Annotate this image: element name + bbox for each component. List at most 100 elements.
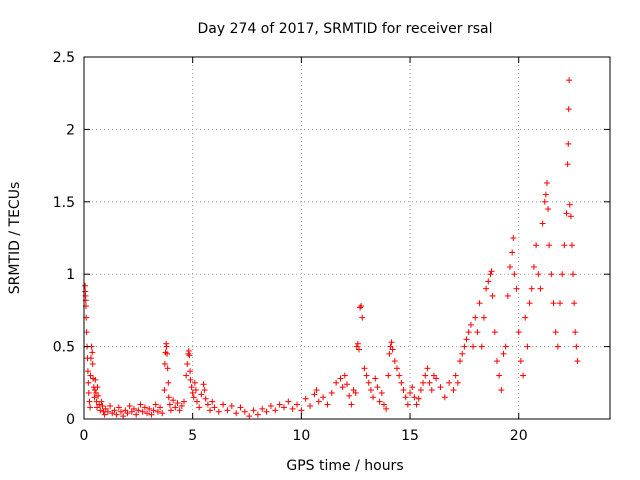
data-point — [192, 387, 199, 394]
data-point — [150, 407, 157, 414]
data-point — [165, 394, 172, 401]
data-point — [415, 395, 422, 402]
data-point — [539, 220, 546, 227]
data-point — [289, 405, 296, 412]
y-tick-label: 2.5 — [53, 50, 75, 66]
data-point — [420, 379, 427, 386]
grid-lines — [84, 57, 610, 419]
data-point — [488, 268, 495, 275]
data-point — [320, 394, 327, 401]
data-point — [139, 408, 146, 415]
data-point — [574, 358, 581, 365]
data-point — [380, 401, 387, 408]
data-point — [313, 387, 320, 394]
data-point — [530, 263, 537, 270]
data-point — [411, 394, 418, 401]
data-point — [159, 410, 166, 417]
chart-title: Day 274 of 2017, SRMTID for receiver rsa… — [198, 21, 493, 37]
data-point — [398, 379, 405, 386]
data-point — [328, 389, 335, 396]
data-point — [146, 405, 153, 412]
data-point — [565, 106, 572, 113]
data-point — [170, 397, 177, 404]
y-tick-label: 0 — [66, 412, 75, 428]
data-point — [498, 387, 505, 394]
data-point — [113, 411, 120, 418]
data-point — [341, 372, 348, 379]
data-point — [241, 408, 248, 415]
y-tick-label: 1 — [66, 267, 75, 283]
data-point — [504, 292, 511, 299]
data-point — [385, 372, 392, 379]
data-point — [526, 300, 533, 307]
data-point — [187, 368, 194, 375]
data-point — [510, 235, 517, 241]
data-point — [441, 394, 448, 401]
data-point — [87, 404, 94, 411]
data-point — [111, 407, 118, 414]
data-point — [355, 346, 362, 353]
data-point — [567, 213, 574, 220]
data-point — [450, 387, 457, 394]
data-point — [572, 329, 579, 336]
data-point — [354, 340, 361, 347]
data-point — [507, 263, 514, 270]
data-point — [163, 343, 170, 350]
data-point — [372, 375, 379, 382]
data-point — [433, 375, 440, 382]
data-point — [194, 398, 201, 405]
data-point — [190, 394, 197, 401]
data-point — [254, 411, 261, 418]
data-point — [337, 375, 344, 382]
x-tick-label: 20 — [510, 428, 528, 444]
data-point — [413, 401, 420, 408]
data-point — [187, 376, 194, 383]
data-point — [85, 389, 92, 396]
data-point — [246, 413, 253, 420]
data-point — [348, 401, 355, 408]
data-point — [493, 358, 500, 365]
data-point — [87, 355, 94, 362]
data-points — [82, 77, 581, 420]
data-point — [454, 379, 461, 386]
data-point — [388, 339, 395, 346]
data-point — [162, 349, 169, 356]
data-point — [541, 198, 548, 205]
data-point — [376, 398, 383, 405]
data-point — [228, 402, 235, 409]
data-point — [513, 285, 520, 292]
data-point — [472, 314, 479, 321]
data-point — [566, 201, 573, 208]
data-point — [115, 404, 122, 411]
data-point — [409, 384, 416, 391]
data-point — [459, 350, 466, 357]
data-point — [86, 398, 93, 405]
data-point — [363, 372, 370, 379]
data-point — [546, 242, 553, 249]
data-point — [276, 401, 283, 408]
data-point — [509, 249, 516, 256]
data-point — [417, 387, 424, 394]
data-point — [180, 398, 187, 405]
plot-frame — [83, 56, 611, 420]
data-point — [196, 404, 203, 411]
data-point — [517, 358, 524, 365]
data-point — [165, 379, 172, 386]
data-point — [396, 372, 403, 379]
data-point — [566, 77, 573, 84]
data-point — [133, 411, 140, 418]
data-point — [535, 271, 542, 278]
data-point — [224, 407, 231, 414]
data-point — [157, 404, 164, 411]
data-point — [457, 358, 464, 365]
data-point — [89, 349, 96, 356]
data-point — [511, 271, 518, 278]
data-point — [465, 329, 472, 336]
data-point — [344, 381, 350, 388]
data-point — [491, 329, 498, 336]
data-point — [370, 394, 377, 401]
data-point — [307, 402, 314, 409]
data-point — [485, 278, 492, 285]
data-point — [178, 402, 185, 409]
data-point — [542, 191, 549, 198]
